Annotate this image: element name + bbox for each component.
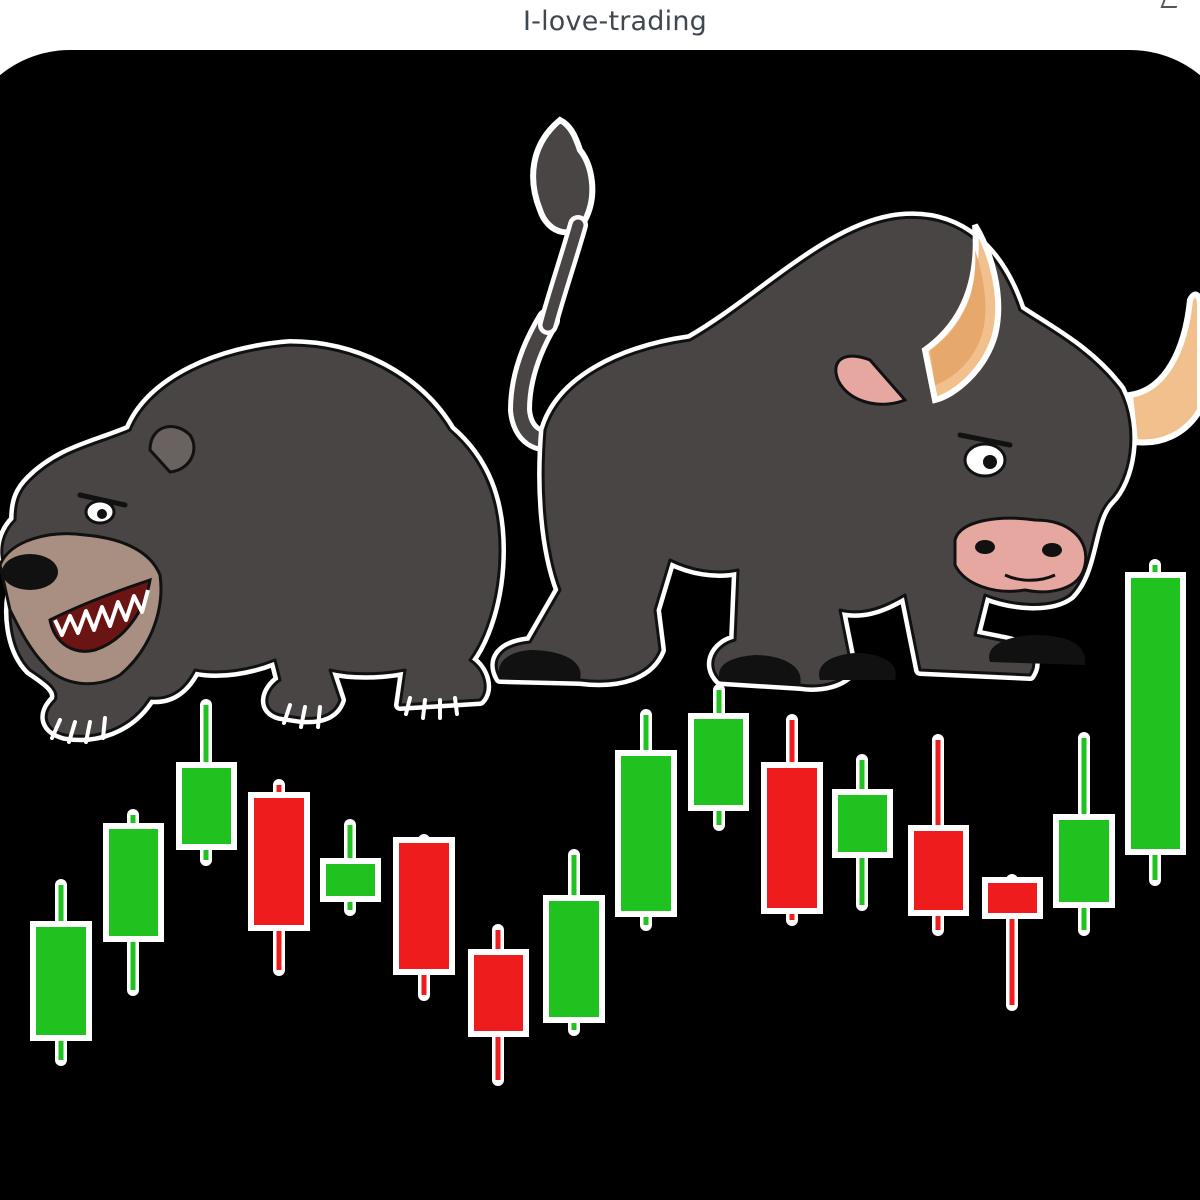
candle-8-up: [543, 849, 605, 1036]
candle-15-up: [1053, 732, 1115, 936]
corner-mark-icon: [1160, 0, 1180, 8]
candle-4-down: [248, 779, 310, 976]
candlestick-chart: [30, 559, 1186, 1086]
bull-icon: [490, 116, 1200, 692]
candle-2-up: [103, 809, 164, 996]
candle-9-up: [615, 709, 677, 931]
candle-14-down: [982, 874, 1043, 1011]
candle-5-up: [320, 819, 381, 916]
candle-12-up: [832, 754, 893, 911]
candle-1-up: [30, 879, 92, 1066]
candle-16-up: [1125, 559, 1186, 886]
candle-10-up: [688, 684, 749, 831]
candle-6-down: [393, 834, 455, 1001]
artwork-panel: [0, 50, 1200, 1200]
candle-3-up: [176, 699, 237, 866]
bear-icon: [0, 339, 506, 744]
bull-bear-candlestick-artwork: [0, 50, 1200, 1200]
candle-13-down: [908, 734, 969, 936]
design-title: I-love-trading: [523, 6, 707, 37]
candle-11-down: [761, 714, 823, 926]
candle-7-down: [468, 924, 529, 1086]
